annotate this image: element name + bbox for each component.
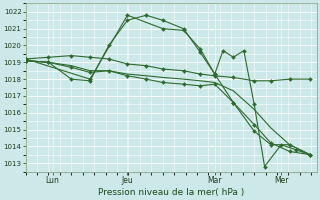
X-axis label: Pression niveau de la mer( hPa ): Pression niveau de la mer( hPa ) (98, 188, 244, 197)
